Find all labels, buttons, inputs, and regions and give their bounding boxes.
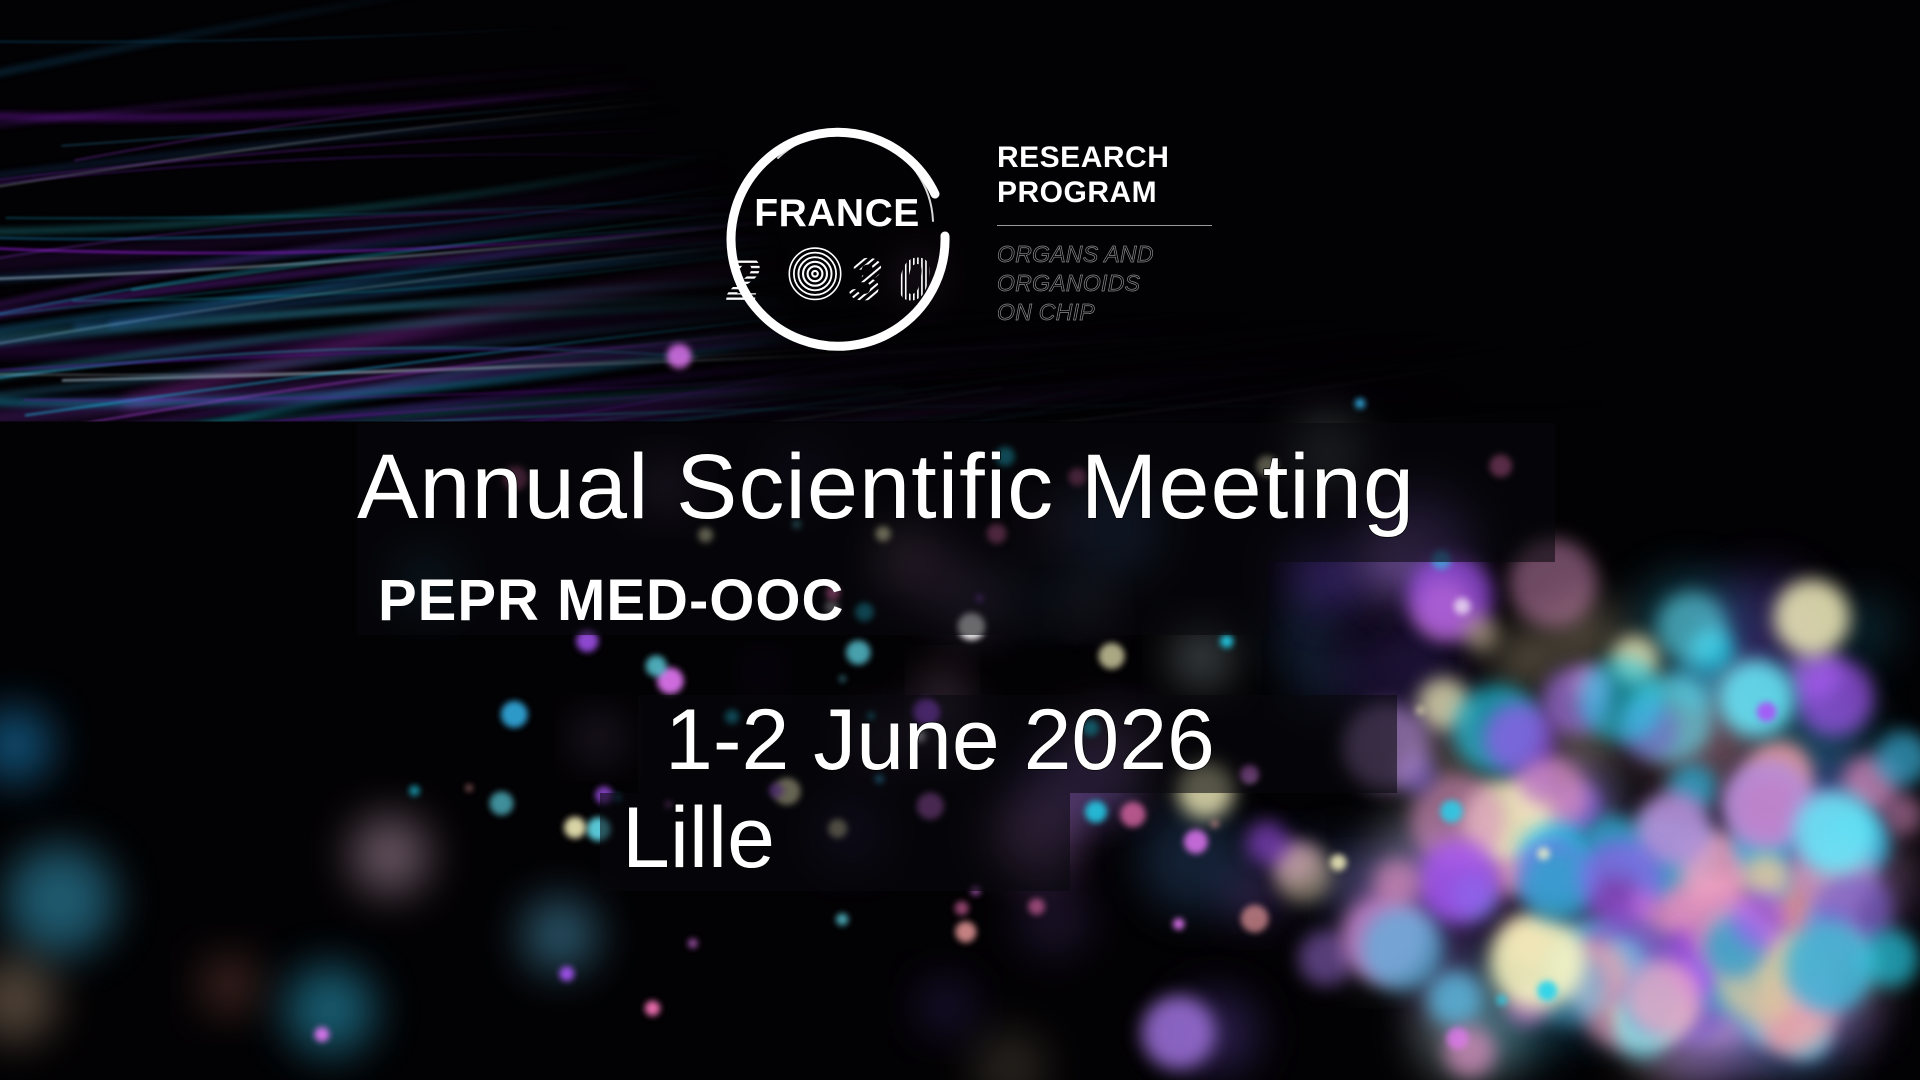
svg-text:FRANCE: FRANCE	[754, 192, 920, 235]
